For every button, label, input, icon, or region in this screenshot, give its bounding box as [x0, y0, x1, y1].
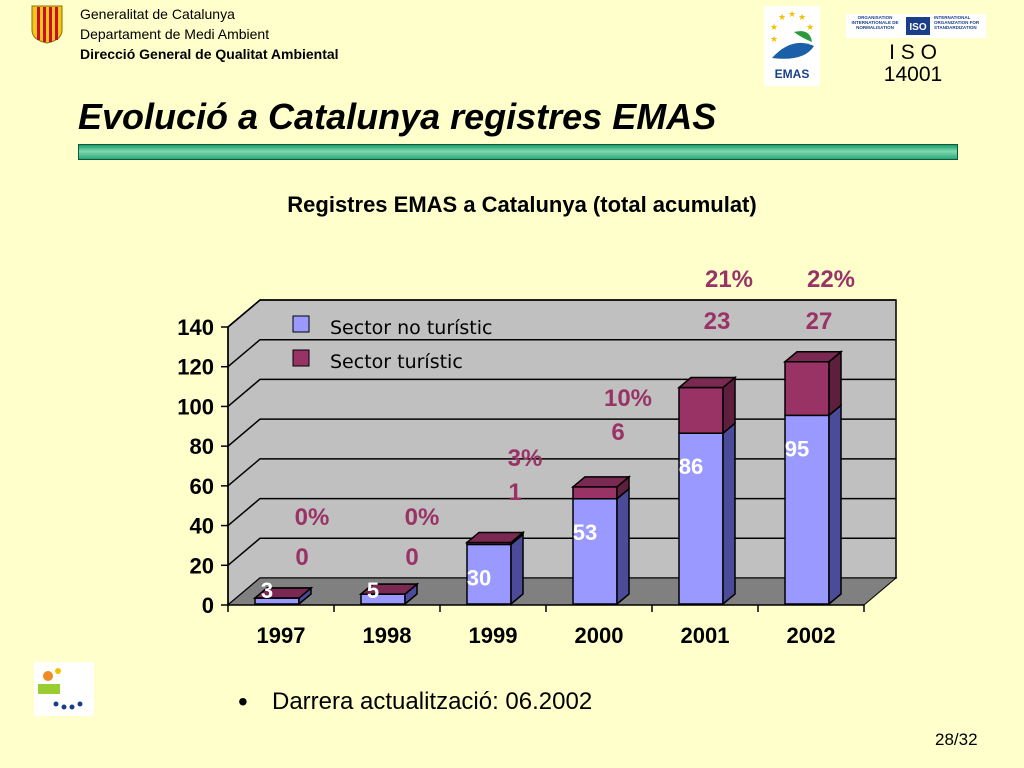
- bars: [252, 350, 844, 606]
- y-tick-label: 100: [177, 394, 214, 419]
- label-turistic: 27: [806, 308, 833, 335]
- bar-turistic-top: [570, 476, 632, 488]
- gridline: [227, 299, 896, 328]
- gridline: [227, 338, 896, 368]
- label-no-turistic: 3: [261, 578, 273, 603]
- bar-turistic: [464, 530, 526, 547]
- svg-text:★: ★: [806, 23, 814, 33]
- label-turistic: 1: [508, 479, 521, 506]
- y-tick-label: 80: [190, 434, 214, 459]
- x-tick-label: 1997: [257, 623, 306, 648]
- iso-number: 14001: [883, 63, 943, 86]
- bar-turistic: [676, 375, 738, 435]
- y-tick-label: 0: [202, 593, 214, 618]
- generalitat-logo: [31, 5, 63, 44]
- x-tick-label: 1999: [469, 623, 518, 648]
- medi-ambient-logo: [34, 662, 94, 716]
- bar-no-turistic-front: [466, 543, 512, 605]
- y-tick-label: 40: [190, 514, 214, 539]
- bar-turistic-top: [464, 531, 526, 544]
- label-turistic: 0: [295, 544, 308, 571]
- bar-turistic: [358, 583, 420, 595]
- percent-label: 0%: [405, 504, 440, 531]
- bar-no-turistic-side: [722, 421, 736, 606]
- iso-logo: ORGANISATION INTERNATIONALE DE NORMALISA…: [846, 14, 986, 38]
- svg-text:★: ★: [788, 10, 796, 20]
- svg-text:★: ★: [770, 35, 778, 45]
- bar-turistic-side: [828, 350, 842, 417]
- bar-no-turistic-front: [572, 498, 618, 605]
- bar-turistic-top: [782, 350, 844, 363]
- iso-letters: I S O: [889, 41, 937, 64]
- legend-label-turistic: Sector turístic: [330, 351, 463, 373]
- svg-text:EMAS: EMAS: [775, 67, 810, 81]
- label-no-turistic: 95: [785, 436, 809, 461]
- bar-turistic-front: [572, 486, 618, 500]
- chart-title: Registres EMAS a Catalunya (total acumul…: [287, 192, 756, 217]
- iso-standard-label: I S O 14001: [858, 42, 968, 86]
- y-tick-label: 20: [190, 553, 214, 578]
- bar-turistic-top: [358, 583, 420, 595]
- last-update-text: Darrera actualització: 06.2002: [272, 688, 593, 715]
- x-tick-label: 1998: [363, 623, 412, 648]
- department-name: Departament de Medi Ambient: [80, 26, 270, 42]
- legend-swatch-turistic: [292, 349, 310, 367]
- slide-title: Evolució a Catalunya registres EMAS: [78, 96, 717, 137]
- data-labels: 3 5 30 53 86 95 0% 0 0% 0 3% 1 10% 6 21% 23 22% 27: [261, 266, 855, 603]
- label-turistic: 23: [704, 308, 731, 335]
- svg-text:ISO: ISO: [909, 22, 926, 33]
- label-no-turistic: 30: [467, 565, 491, 590]
- percent-label: 3%: [508, 445, 543, 472]
- chart-legend: Sector no turístic Sector turístic: [292, 315, 492, 373]
- org-name: Generalitat de Catalunya: [80, 6, 235, 22]
- emas-logo: ★ ★ ★ ★ ★ ★ EMAS: [764, 6, 820, 86]
- legend-swatch-no-turistic: [292, 315, 310, 333]
- bar-no-turistic: [678, 421, 736, 606]
- percent-label: 0%: [295, 504, 330, 531]
- legend-label-no-turistic: Sector no turístic: [330, 317, 492, 339]
- gridline: [227, 378, 896, 408]
- svg-text:★: ★: [778, 13, 786, 23]
- label-turistic: 0: [405, 544, 418, 571]
- bar-no-turistic-front: [678, 432, 724, 605]
- bar-no-turistic: [572, 487, 630, 606]
- page-number: 28/32: [935, 730, 978, 749]
- label-no-turistic: 5: [367, 578, 379, 603]
- bar-turistic-top: [676, 376, 738, 389]
- bar-no-turistic-side: [510, 532, 524, 606]
- bar-turistic: [782, 350, 844, 417]
- percent-label: 10%: [604, 385, 652, 412]
- bar-no-turistic-side: [828, 403, 842, 606]
- bullet-marker: •: [238, 686, 248, 717]
- bar-turistic-top: [252, 587, 314, 599]
- y-tick-label: 60: [190, 474, 214, 499]
- bar-no-turistic: [466, 532, 524, 606]
- bar-turistic-front: [678, 386, 724, 434]
- label-no-turistic: 53: [573, 520, 597, 545]
- x-tick-label: 2000: [575, 623, 624, 648]
- bar-turistic: [252, 587, 314, 599]
- x-tick-label: 2001: [681, 623, 730, 648]
- label-no-turistic: 86: [679, 454, 703, 479]
- y-tick-label: 140: [177, 315, 214, 340]
- label-turistic: 6: [611, 419, 624, 446]
- bar-no-turistic-side: [616, 487, 630, 606]
- bar-turistic: [570, 475, 632, 501]
- bar-turistic-front: [784, 360, 830, 417]
- percent-label: 21%: [705, 266, 753, 293]
- x-tick-label: 2002: [787, 623, 836, 648]
- svg-text:★: ★: [798, 13, 806, 23]
- svg-text:★: ★: [770, 23, 778, 33]
- y-tick-label: 120: [177, 355, 214, 380]
- directorate-name: Direcció General de Qualitat Ambiental: [80, 46, 339, 62]
- bar-no-turistic: [784, 403, 842, 606]
- percent-label: 22%: [807, 266, 855, 293]
- bar-no-turistic-front: [784, 414, 830, 605]
- title-underline-bar: [78, 144, 958, 160]
